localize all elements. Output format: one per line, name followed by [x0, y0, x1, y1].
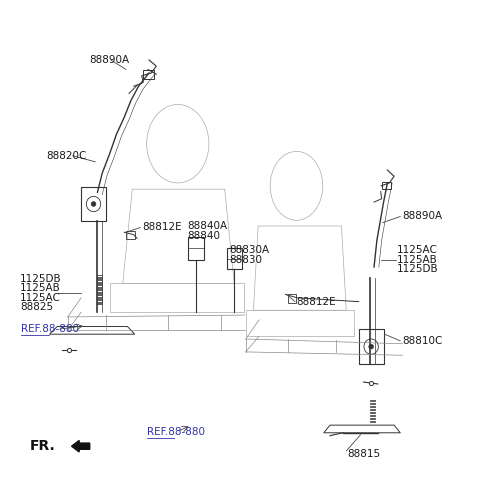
Text: 1125AB: 1125AB — [397, 254, 438, 264]
Text: FR.: FR. — [29, 439, 55, 453]
Text: 88840A: 88840A — [187, 221, 228, 231]
Text: 1125AC: 1125AC — [20, 293, 60, 303]
Ellipse shape — [369, 344, 373, 349]
Text: 88812E: 88812E — [297, 297, 336, 307]
FancyArrow shape — [72, 440, 90, 452]
Text: 1125AC: 1125AC — [397, 245, 438, 255]
Bar — [144, 70, 154, 79]
Text: REF.88-880: REF.88-880 — [147, 427, 204, 437]
Text: 1125DB: 1125DB — [397, 264, 439, 274]
Text: 1125AB: 1125AB — [20, 283, 60, 293]
Text: 88890A: 88890A — [402, 212, 442, 222]
Text: 88812E: 88812E — [142, 223, 181, 233]
Text: REF.88-880: REF.88-880 — [21, 324, 79, 334]
Bar — [288, 294, 297, 303]
Text: 88825: 88825 — [20, 302, 53, 312]
Text: 88820C: 88820C — [46, 151, 86, 161]
Text: 88810C: 88810C — [402, 336, 442, 346]
Text: 88840: 88840 — [187, 231, 220, 241]
Text: 88890A: 88890A — [89, 55, 130, 65]
Text: 1125DB: 1125DB — [20, 274, 61, 284]
Text: 88830: 88830 — [229, 254, 263, 264]
Ellipse shape — [91, 202, 96, 206]
Bar — [382, 181, 391, 189]
Text: 88830A: 88830A — [229, 245, 270, 255]
Text: 88815: 88815 — [348, 449, 381, 459]
Bar — [126, 231, 135, 240]
